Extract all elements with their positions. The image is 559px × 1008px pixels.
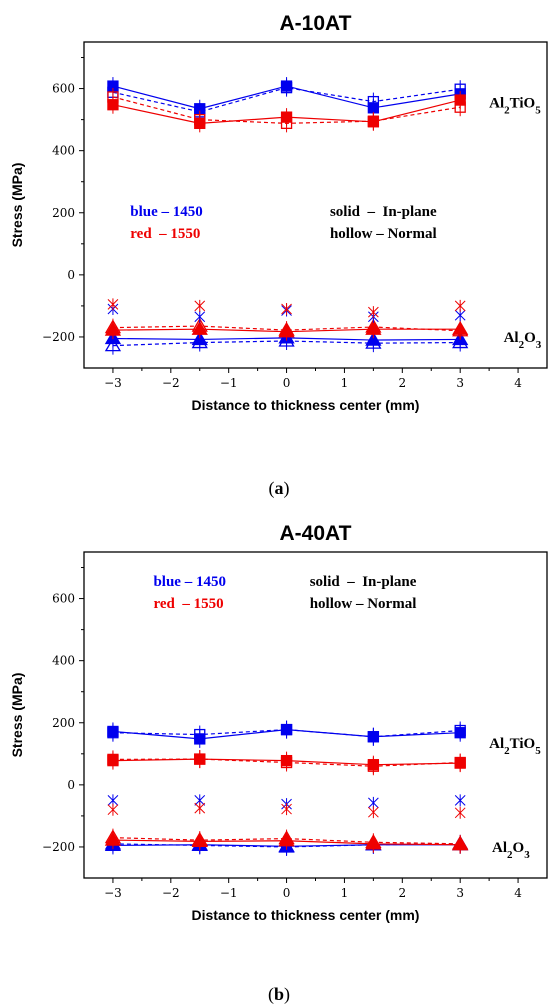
x-tick-label: −2 [162, 886, 180, 900]
y-tick-label: −200 [42, 330, 75, 344]
x-tick-label: −1 [220, 886, 238, 900]
data-point-star [281, 803, 292, 816]
legend-hollow: hollow – Normal [330, 226, 437, 242]
legend-red: red – 1550 [130, 226, 200, 242]
data-point-star [368, 306, 379, 319]
x-tick-label: −3 [104, 376, 122, 390]
data-point-star [281, 303, 292, 316]
data-point-star [107, 298, 119, 311]
y-tick-label: 0 [67, 778, 75, 792]
legend-blue: blue – 1450 [153, 574, 226, 590]
chart-panel-b: A-40AT −3 −2 −1 0 1 2 3 4 −200 0 200 400 600 Distance … [9, 522, 548, 1005]
x-tick-label: 1 [341, 376, 349, 390]
series-line-al2o3-red-hollow [112, 325, 461, 332]
legend-solid: solid – In-plane [330, 204, 437, 220]
y-tick-label: 400 [52, 144, 75, 158]
data-point-star [107, 803, 119, 816]
x-tick-label: −1 [220, 376, 238, 390]
x-tick-label: 0 [283, 886, 291, 900]
component-label-al2o3: Al2O3 [504, 330, 542, 351]
legend-solid: solid – In-plane [310, 574, 417, 590]
y-axis-label: Stress (MPa) [9, 163, 25, 248]
x-tick-label: 2 [398, 376, 406, 390]
x-tick-label: 2 [398, 886, 406, 900]
x-tick-label: −3 [104, 886, 122, 900]
x-tick-label: 4 [514, 376, 522, 390]
data-point-star [454, 806, 466, 819]
x-axis-label: Distance to thickness center (mm) [192, 397, 420, 413]
y-tick-label: 0 [67, 268, 75, 282]
legend-blue: blue – 1450 [130, 204, 203, 220]
data-point-star [194, 299, 206, 312]
data-point-star [368, 806, 379, 819]
y-tick-label: 200 [52, 206, 75, 220]
component-label-al2tio5: Al2TiO5 [489, 96, 541, 117]
chart-title: A-40AT [280, 522, 352, 545]
panel-caption: (a) [269, 478, 290, 499]
x-tick-label: 1 [341, 886, 349, 900]
x-tick-label: −2 [162, 376, 180, 390]
legend-hollow: hollow – Normal [310, 596, 417, 612]
y-tick-label: 600 [52, 592, 75, 606]
y-tick-label: 200 [52, 716, 75, 730]
chart-title: A-10AT [280, 12, 352, 35]
component-label-al2tio5: Al2TiO5 [489, 736, 541, 757]
legend-red: red – 1550 [153, 596, 223, 612]
x-tick-label: 3 [456, 376, 464, 390]
x-tick-label: 0 [283, 376, 291, 390]
y-tick-label: 600 [52, 82, 75, 96]
data-point-star [194, 802, 206, 815]
x-axis-label: Distance to thickness center (mm) [192, 907, 420, 923]
data-point-star [194, 310, 206, 323]
series-line-al2tio5-blue-hollow [112, 728, 461, 738]
data-point-star [454, 794, 466, 807]
x-tick-label: 4 [514, 886, 522, 900]
series-line-al2tio5-red-hollow [112, 758, 461, 767]
component-label-al2o3: Al2O3 [492, 840, 530, 861]
y-tick-label: 400 [52, 654, 75, 668]
x-tick-label: 3 [456, 886, 464, 900]
series-line-al2o3-red-hollow [112, 837, 461, 845]
data-point-star [454, 299, 466, 312]
series-line-al2o3-blue-hollow [112, 340, 461, 347]
panel-caption: (b) [268, 984, 290, 1005]
chart-panel-a: A-10AT −3 −2 −1 0 1 2 3 4 −200 0 200 400 600 Distance … [9, 12, 548, 499]
series-line-al2tio5-blue-hollow [112, 87, 461, 113]
y-tick-label: −200 [42, 840, 75, 854]
y-axis-label: Stress (MPa) [9, 673, 25, 758]
